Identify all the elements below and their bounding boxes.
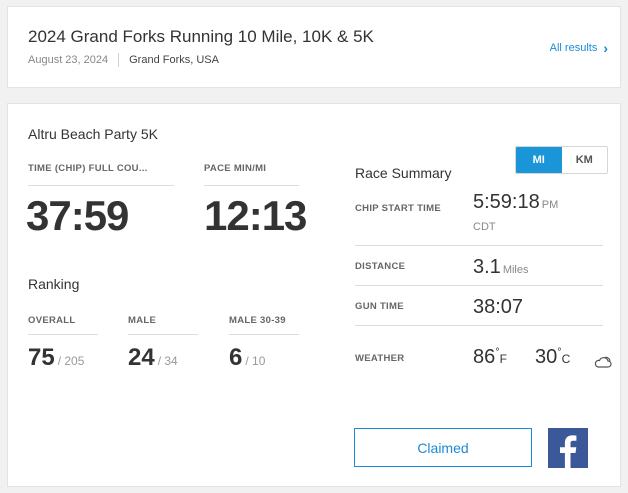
event-meta: August 23, 2024 Grand Forks, USA [28,53,219,67]
weather-fahrenheit: 86°F [473,346,507,369]
pace-divider [204,185,299,186]
degree-c: ° [557,346,562,359]
weather-temp-c: 30 [535,346,558,368]
weather-unit-c: C [561,352,571,366]
time-value: 37:59 [26,192,129,239]
race-summary-heading: Race Summary [355,165,452,181]
distance-unit: Miles [502,264,529,276]
weather-celsius: 30°C [535,346,570,369]
gun-time-divider [355,325,603,326]
chevron-right-icon: › [603,40,608,56]
rank-age-group-total: / 10 [245,354,266,368]
rank-age-group-divider [229,334,299,335]
unit-mi-button[interactable]: MI [516,147,562,173]
facebook-icon[interactable] [548,428,588,468]
rank-age-group: 6/ 10 [229,344,265,372]
distance-value: 3.1 Miles [473,256,528,279]
distance-number: 3.1 [473,256,501,278]
rank-overall-divider [28,334,98,335]
all-results-label: All results [549,42,598,54]
rank-age-group-value: 6 [229,344,243,371]
time-label: TIME (CHIP) FULL COU... [28,163,148,174]
event-date: August 23, 2024 [28,54,109,66]
unit-km-button[interactable]: KM [561,147,607,173]
rank-male-total: / 34 [157,354,178,368]
event-location: Grand Forks, USA [129,54,219,66]
gun-time-value: 38:07 [473,296,524,318]
chip-start-timezone: CDT [473,221,496,233]
claimed-button[interactable]: Claimed [354,428,532,467]
degree-f: ° [495,346,500,359]
chip-start-divider [355,245,603,246]
weather-label: WEATHER [355,353,405,364]
pace-value: 12:13 [204,192,307,239]
rank-age-group-label: MALE 30-39 [229,315,286,326]
rank-male-label: MALE [128,315,157,326]
distance-label: DISTANCE [355,261,406,272]
weather-unit-f: F [499,352,507,366]
meta-divider [118,53,120,67]
pace-label: PACE MIN/MI [204,163,267,174]
chip-start-time: 5:59:18 [473,191,540,213]
event-header-card: 2024 Grand Forks Running 10 Mile, 10K & … [7,6,621,88]
rank-male-value: 24 [128,344,155,371]
rank-overall-value: 75 [28,344,55,371]
rank-overall-total: / 205 [57,354,85,368]
chip-start-suffix: PM [541,199,559,211]
race-name: Altru Beach Party 5K [28,126,158,142]
ranking-heading: Ranking [28,276,80,292]
weather-temp-f: 86 [473,346,496,368]
partly-cloudy-icon [594,356,612,368]
time-divider [28,185,174,186]
rank-male: 24/ 34 [128,344,178,372]
all-results-link[interactable]: All results › [550,41,608,55]
rank-overall: 75/ 205 [28,344,84,372]
rank-overall-label: OVERALL [28,315,76,326]
gun-time-label: GUN TIME [355,301,404,312]
chip-start-label: CHIP START TIME [355,203,441,214]
distance-divider [355,285,603,286]
result-card: Altru Beach Party 5K TIME (CHIP) FULL CO… [7,103,621,487]
event-title: 2024 Grand Forks Running 10 Mile, 10K & … [28,27,374,46]
unit-toggle: MI KM [515,146,608,174]
chip-start-value: 5:59:18 PM [473,191,558,214]
rank-male-divider [128,334,198,335]
